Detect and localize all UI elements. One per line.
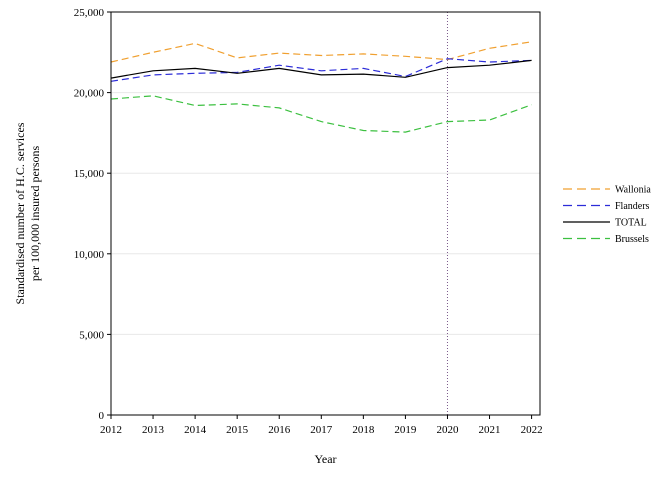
- grid-lines: [111, 11, 540, 335]
- y-tick-label: 10,000: [74, 249, 105, 261]
- x-tick-label: 2016: [268, 424, 291, 436]
- y-tick-label: 20,000: [74, 88, 105, 100]
- series-line-total: [110, 59, 532, 79]
- series-line-brussels: [110, 95, 532, 133]
- y-tick-label: 15,000: [74, 168, 105, 180]
- legend-label: Wallonia: [615, 185, 651, 196]
- y-tick-label: 5,000: [79, 329, 104, 341]
- y-axis: 0 5,000 10,000 15,000 20,000 25,000: [74, 7, 111, 422]
- series-group: [110, 41, 532, 133]
- x-tick-label: 2022: [521, 424, 543, 436]
- y-axis-title: Standardised number of H.C. servicesper …: [13, 122, 42, 304]
- x-tick-label: 2019: [394, 424, 417, 436]
- legend-label: Brussels: [615, 234, 649, 245]
- x-tick-label: 2013: [142, 424, 165, 436]
- y-tick-label: 25,000: [74, 7, 105, 19]
- y-tick-label: 0: [99, 410, 105, 422]
- x-tick-label: 2014: [184, 424, 207, 436]
- x-tick-label: 2012: [100, 424, 122, 436]
- series-line-flanders: [110, 58, 532, 82]
- legend-label: TOTAL: [615, 218, 647, 229]
- x-tick-label: 2018: [352, 424, 375, 436]
- plot-frame: [110, 11, 541, 416]
- y-axis-title-line: Standardised number of H.C. services: [13, 122, 27, 304]
- legend: Wallonia Flanders TOTAL Brussels: [563, 185, 651, 245]
- x-tick-label: 2021: [479, 424, 501, 436]
- series-line-wallonia: [110, 41, 532, 63]
- x-tick-label: 2017: [310, 424, 333, 436]
- x-axis-title: Year: [314, 452, 336, 466]
- x-tick-label: 2020: [436, 424, 459, 436]
- x-tick-label: 2015: [226, 424, 249, 436]
- x-axis: 2012 2013 2014 2015 2016 2017 2018 2019 2020 2021…: [100, 415, 543, 436]
- legend-label: Flanders: [615, 201, 650, 212]
- y-axis-title-line: per 100,000 insured persons: [28, 146, 42, 282]
- y-axis-title-text: Standardised number of H.C. servicesper …: [13, 122, 42, 304]
